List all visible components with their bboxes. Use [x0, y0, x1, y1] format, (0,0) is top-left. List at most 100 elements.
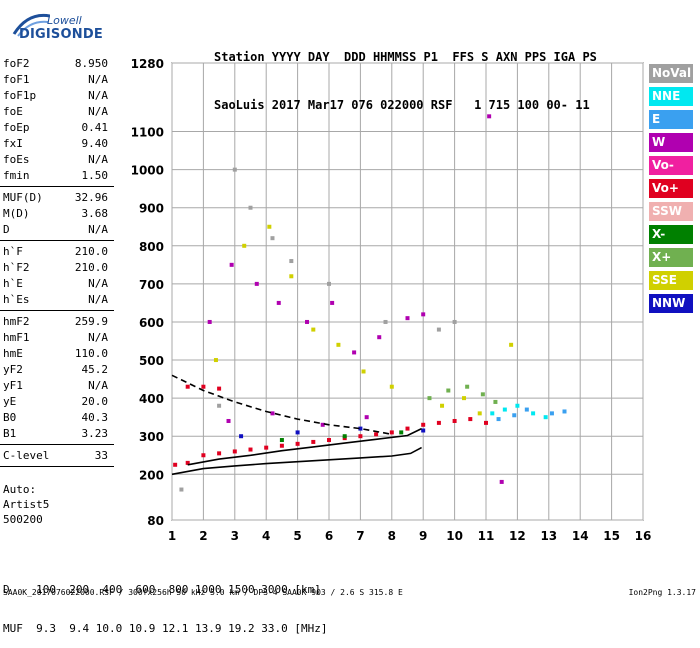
data-point-vo-	[468, 417, 473, 422]
param-row: h`F 210.0	[0, 244, 114, 260]
data-point-vo-	[201, 384, 206, 389]
y-tick-label: 500	[139, 354, 164, 368]
x-tick-label: 3	[231, 529, 239, 543]
data-point-noval	[270, 236, 275, 241]
legend-item-vo-: Vo-	[649, 156, 693, 175]
data-point-nne	[515, 403, 520, 408]
data-point-e	[549, 411, 554, 416]
param-row: yF2 45.2	[0, 362, 114, 378]
data-point-nne	[490, 411, 495, 416]
data-point-w	[487, 114, 492, 119]
y-tick-label: 800	[139, 240, 164, 254]
data-point-x-	[427, 396, 432, 401]
data-point-w	[377, 335, 382, 340]
y-tick-label: 700	[139, 278, 164, 292]
data-point-noval	[383, 319, 388, 324]
data-point-noval	[248, 205, 253, 210]
param-row: yE 20.0	[0, 394, 114, 410]
param-value: 9.40	[81, 137, 109, 150]
data-point-w	[226, 418, 231, 423]
data-point-vo-	[173, 462, 178, 467]
param-value: N/A	[88, 153, 108, 166]
x-tick-label: 1	[168, 529, 176, 543]
trace-dashed	[171, 374, 392, 436]
param-name: C-level	[3, 449, 50, 462]
param-separator	[0, 240, 114, 241]
param-value: 3.68	[81, 207, 109, 220]
param-row: fmin 1.50	[0, 168, 114, 184]
data-point-nnw	[358, 426, 363, 431]
param-name: foF1	[3, 73, 30, 86]
data-point-vo-	[217, 386, 222, 391]
x-tick-label: 10	[446, 529, 463, 543]
param-name: hmF2	[3, 315, 30, 328]
x-tick-label: 5	[293, 529, 301, 543]
data-point-x-	[493, 399, 498, 404]
data-point-vo-	[185, 384, 190, 389]
header-line-1: Station YYYY DAY DDD HHMMSS P1 FFS S AXN…	[214, 50, 597, 64]
param-value: 40.3	[81, 411, 109, 424]
param-name: h`Es	[3, 293, 30, 306]
param-row: h`Es N/A	[0, 292, 114, 308]
data-point-x-	[446, 388, 451, 393]
x-tick-label: 9	[419, 529, 427, 543]
param-value: N/A	[88, 379, 108, 392]
data-point-sse	[477, 411, 482, 416]
param-separator	[0, 310, 114, 311]
x-tick-label: 2	[199, 529, 207, 543]
param-name: h`F2	[3, 261, 30, 274]
data-point-e	[562, 409, 567, 414]
logo-lowell-text: Lowell	[47, 14, 82, 27]
param-value: 33	[94, 449, 108, 462]
data-point-nne	[531, 411, 536, 416]
param-value: N/A	[88, 331, 108, 344]
data-point-noval	[232, 167, 237, 172]
data-point-sse	[462, 396, 467, 401]
logo-swoosh-icon	[12, 13, 50, 37]
y-tick-label: 1280	[131, 57, 164, 71]
x-tick-label: 8	[388, 529, 396, 543]
param-name: foF2	[3, 57, 30, 70]
param-row: foEp 0.41	[0, 120, 114, 136]
legend-item-vo-: Vo+	[649, 179, 693, 198]
data-point-noval	[452, 319, 457, 324]
data-point-noval	[436, 327, 441, 332]
param-name: foEs	[3, 153, 30, 166]
param-name: yF1	[3, 379, 23, 392]
file-footer: SAA0K_2017076022000.RSF / 300fx256h 50 k…	[3, 588, 403, 597]
muf-table: D 100 200 400 600 800 1000 1500 3000 [km…	[3, 557, 328, 648]
legend-item-w: W	[649, 133, 693, 152]
x-tick-label: 4	[262, 529, 270, 543]
data-point-vo-	[421, 422, 426, 427]
data-point-w	[320, 422, 325, 427]
logo-digisonde-text: DIGISONDE	[19, 27, 103, 42]
data-point-w	[276, 300, 281, 305]
param-row: hmF1 N/A	[0, 330, 114, 346]
data-point-vo-	[484, 420, 488, 425]
x-tick-label: 15	[603, 529, 620, 543]
data-point-sse	[311, 327, 316, 332]
x-tick-label: 13	[540, 529, 557, 543]
data-point-e	[524, 407, 529, 412]
param-row: fxI 9.40	[0, 136, 114, 152]
data-point-x-	[279, 438, 284, 443]
param-value: 3.23	[81, 427, 109, 440]
version-footer: Ion2Png 1.3.17	[628, 588, 696, 597]
param-row: B0 40.3	[0, 410, 114, 426]
data-point-sse	[440, 403, 445, 408]
y-tick-label: 400	[139, 392, 164, 406]
param-separator	[0, 186, 114, 187]
param-name: B1	[3, 427, 17, 440]
param-row: foF1 N/A	[0, 72, 114, 88]
data-point-sse	[336, 342, 341, 347]
data-point-sse	[213, 358, 218, 363]
parameter-list: foF2 8.950 foF1 N/A foF1p N/A foE N/A foEp 0.41 fx…	[0, 56, 114, 470]
data-point-vo-	[201, 453, 206, 458]
x-tick-label: 11	[478, 529, 495, 543]
param-name: fxI	[3, 137, 23, 150]
data-point-vo-	[452, 418, 457, 423]
y-tick-label: 80	[147, 514, 164, 528]
data-point-vo-	[248, 447, 253, 452]
param-row: D N/A	[0, 222, 114, 238]
legend-item-nnw: NNW	[649, 294, 693, 313]
